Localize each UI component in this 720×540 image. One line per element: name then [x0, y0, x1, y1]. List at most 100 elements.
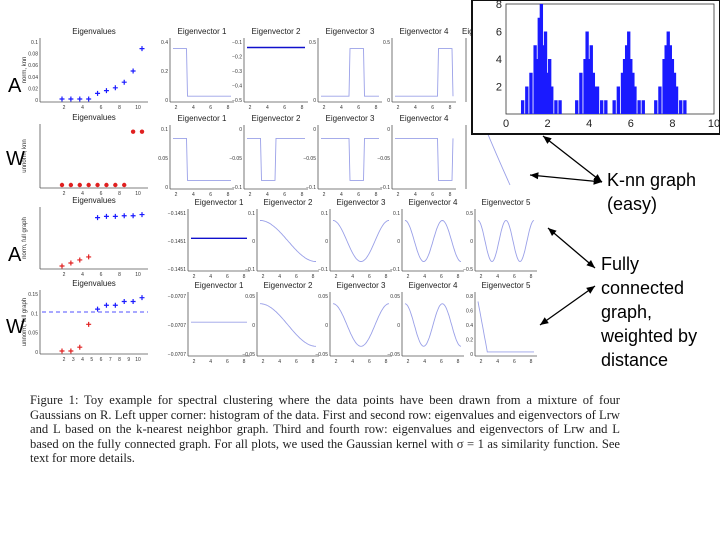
eigenvector-plot-row3-3-ytick: −0.1 — [318, 267, 328, 273]
eigenvector-plot-row1-2-xtick: 8 — [301, 105, 304, 111]
knn-arrow-lower — [529, 174, 603, 183]
histogram-bar — [622, 59, 627, 114]
eigenvector-plot-row3-1-ytick: −0.1451 — [168, 211, 186, 217]
knn-callout-line-2: (easy) — [607, 194, 658, 214]
eigenvalue-plot-3-point — [121, 213, 127, 219]
eigenvector-plot-row2-1-xtick: 4 — [192, 192, 195, 198]
eigenvector-plot-row2-3-xtick: 6 — [357, 192, 360, 198]
eigenvector-plot-row4-2-xtick: 4 — [278, 359, 281, 365]
eigenvector-plot-row4-5-xtick: 4 — [496, 359, 499, 365]
full-callout-line-1: Fully — [601, 254, 640, 274]
eigenvector-plot-row3-3-curve — [332, 220, 390, 262]
eigenvector-plot-row3-5-ytick: 0.5 — [466, 211, 473, 217]
eigenvector-plot-row1-3-ytick: 0 — [313, 98, 316, 104]
eigenvector-plot-row4-4-ytick: 0 — [397, 323, 400, 329]
histogram-bar — [627, 31, 631, 114]
eigenvalue-plot-2-xtick: 4 — [81, 191, 84, 197]
histogram-xtick: 8 — [669, 118, 675, 130]
row-label-4: W — [6, 316, 25, 338]
eigenvector-plot-row2-4-xtick: 6 — [431, 192, 434, 198]
eigenvector-plot-row1-4-title: Eigenvector 4 — [400, 27, 449, 36]
eigenvalue-plot-1-ylabel: norm, knn — [22, 57, 28, 84]
eigenvector-plot-row1-4-xtick: 4 — [414, 105, 417, 111]
eigenvector-plot-row3-1-xtick: 4 — [209, 274, 212, 280]
histogram-bar — [679, 100, 683, 114]
eigenvector-plot-row3-1-xtick: 8 — [243, 274, 246, 280]
full-callout: Fully connected graph, weighted by dista… — [601, 252, 697, 372]
eigenvector-plot-row2-1-curve — [173, 137, 231, 181]
eigenvalue-plot-2-point — [68, 182, 74, 188]
eigenvalue-plot-1-xtick: 6 — [100, 105, 103, 111]
eigenvector-plot-row2-3-curve — [321, 137, 379, 181]
knn-callout-line-1: K-nn graph — [607, 170, 697, 190]
eigenvalue-plot-1-point — [86, 96, 92, 102]
histogram-bar — [550, 86, 554, 114]
eigenvector-plot-row1-2-ytick: −0.4 — [232, 84, 242, 90]
eigenvector-plot-row4-3-xtick: 4 — [351, 359, 354, 365]
eigenvalue-plot-1-point — [59, 96, 65, 102]
histogram-bar — [672, 72, 677, 114]
eigenvector-plot-row2-4-title: Eigenvector 4 — [400, 114, 449, 123]
eigenvector-plot-row2-4-curve — [395, 137, 454, 181]
eigenvalue-plot-1-ytick: 0.06 — [28, 63, 38, 69]
eigenvector-plot-row2-1-title: Eigenvector 1 — [178, 114, 227, 123]
eigenvalue-plot-1-point — [121, 79, 127, 85]
eigenvector-plot-row2-3-title: Eigenvector 3 — [326, 114, 375, 123]
eigenvector-plot-row2-4-xtick: 4 — [414, 192, 417, 198]
eigenvalue-plot-1-point — [95, 90, 101, 96]
eigenvector-plot-row1-3-curve — [321, 48, 379, 97]
eigenvalue-plot-4-ytick: 0.05 — [28, 331, 38, 337]
eigenvalue-plot-3-point — [68, 260, 74, 266]
eigenvector-plot-row3-2-curve — [260, 220, 316, 262]
eigenvalue-plot-1-ytick: 0.1 — [31, 40, 38, 46]
eigenvalue-plot-3-ylabel: norm, full graph — [22, 217, 28, 259]
eigenvector-plot-row2-2-curve — [247, 137, 305, 181]
eigenvector-plot-row2-2-ytick: −0.05 — [229, 156, 242, 162]
eigenvalue-plot-2-xtick: 2 — [63, 191, 66, 197]
eigenvalue-plot-4-xtick: 9 — [127, 357, 130, 363]
eigenvalue-plot-4-ytick: 0.1 — [31, 311, 38, 317]
eigenvector-plot-row4-2-xtick: 6 — [295, 359, 298, 365]
eigenvector-plot-row2-1-xtick: 6 — [209, 192, 212, 198]
eigenvalue-plot-1-xtick: 8 — [118, 105, 121, 111]
histogram-bar — [535, 59, 539, 114]
eigenvector-plot-row4-4-xtick: 2 — [407, 359, 410, 365]
eigenvector-plot-row3-1-xtick: 6 — [226, 274, 229, 280]
full-callout-line-2: connected — [601, 278, 685, 298]
histogram-bar — [587, 59, 591, 114]
histogram-bar — [529, 72, 533, 114]
histogram-bar — [525, 86, 529, 114]
eigenvector-plot-row1-3-title: Eigenvector 3 — [326, 27, 375, 36]
eigenvector-plot-row2-1-xtick: 2 — [175, 192, 178, 198]
eigenvalue-plot-1-xtick: 10 — [135, 105, 141, 111]
eigenvector-plot-row1-3-ytick: 0.5 — [309, 40, 316, 46]
eigenvector-plot-row4-3-curve — [332, 303, 390, 347]
eigenvalue-plot-3-xtick: 6 — [100, 272, 103, 278]
eigenvector-plot-row3-4-ytick: 0.1 — [393, 211, 400, 217]
eigenvalue-plot-4-point — [77, 344, 83, 350]
histogram-bar — [539, 4, 544, 114]
eigenvector-plot-row3-1-ytick: −0.1451 — [168, 267, 186, 273]
eigenvalue-plot-4-ytick: 0 — [35, 350, 38, 356]
eigenvector-plot-row2-2-xtick: 6 — [283, 192, 286, 198]
eigenvector-plot-row4-5-xtick: 2 — [480, 359, 483, 365]
eigenvector-plot-row1-2-xtick: 4 — [266, 105, 269, 111]
eigenvector-plot-row3-5-title: Eigenvector 5 — [482, 198, 531, 207]
eigenvalue-plot-2-point — [77, 182, 82, 188]
eigenvector-plot-row1-3-xtick: 4 — [340, 105, 343, 111]
eigenvalue-plot-1-point — [103, 88, 109, 94]
eigenvector-plot-row2-3-xtick: 8 — [375, 192, 378, 198]
knn-arrow-upper-head — [543, 136, 552, 144]
eigenvector-plot-row1-3-xtick: 2 — [323, 105, 326, 111]
eigenvalue-plot-4-point — [68, 348, 74, 354]
eigenvalue-plot-2-point — [104, 182, 109, 188]
eigenvector-plot-row1-4-xtick: 8 — [449, 105, 452, 111]
histogram-bar — [666, 31, 670, 114]
eigenvector-plot-row1-1-curve — [173, 48, 231, 97]
eigenvector-plot-row1-2-ytick: −0.2 — [232, 55, 242, 61]
eigenvalue-plot-2-point — [139, 129, 145, 134]
eigenvector-plot-row3-4-xtick: 6 — [440, 274, 443, 280]
eigenvector-plot-row4-2-ytick: 0.05 — [245, 294, 255, 300]
